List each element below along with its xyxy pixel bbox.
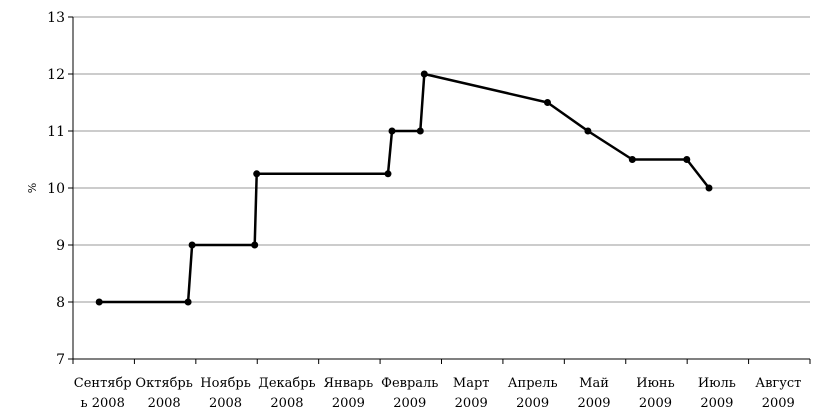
data-point	[420, 70, 428, 78]
x-tick-label: Май 2009	[577, 376, 610, 411]
x-tick-label-month: Февраль	[381, 376, 438, 391]
x-tick-label-year: 2009	[700, 396, 733, 411]
x-tick-label: Март 2009	[453, 376, 490, 411]
x-tick-label: Июнь 2009	[636, 376, 674, 411]
x-tick-label: Ноябрь 2008	[200, 376, 251, 411]
gridlines	[73, 16, 810, 303]
x-tick-label-month: Октябрь	[135, 376, 192, 391]
x-tick-label-year: ь 2008	[81, 396, 125, 411]
data-point	[253, 170, 261, 178]
y-tick-label: 13	[47, 10, 65, 26]
x-tick-label-month: Ноябрь	[200, 376, 251, 391]
y-tick-label: 9	[56, 238, 65, 254]
data-point	[683, 156, 691, 163]
x-tick-label: Август 2009	[755, 376, 801, 411]
x-tick-label-year: 2009	[455, 396, 488, 411]
x-tick-label-year: 2008	[209, 396, 242, 411]
x-tick-label-month: Июль	[698, 376, 736, 391]
x-tick-label-month: Март	[453, 376, 490, 391]
data-point	[544, 99, 551, 106]
data-point	[188, 241, 196, 249]
x-tick-label-month: Август	[755, 376, 801, 391]
series-line	[99, 72, 710, 304]
x-tick-label-year: 2009	[639, 396, 672, 411]
x-tick-label-month: Июнь	[636, 376, 674, 391]
x-tick-label-year: 2009	[393, 396, 426, 411]
y-tick-label: 10	[47, 181, 65, 197]
data-point	[251, 241, 259, 249]
x-tick-label: Январь 2009	[324, 376, 374, 411]
y-tick-label: 11	[47, 124, 65, 140]
data-point	[705, 184, 713, 192]
x-tick-label: Сентябр ь 2008	[74, 376, 132, 411]
data-point	[95, 298, 103, 306]
x-tick-label-month: Январь	[324, 376, 374, 391]
data-point	[628, 156, 636, 163]
x-tick-label-year: 2009	[516, 396, 549, 411]
x-tick-label-month: Апрель	[508, 376, 558, 391]
x-tick-label-year: 2009	[332, 396, 365, 411]
y-tick-label: 12	[47, 67, 65, 83]
y-axis-label: %	[26, 183, 39, 193]
x-tick-label-month: Декабрь	[258, 376, 315, 391]
data-point	[384, 170, 392, 178]
x-tick-label-month: Май	[579, 376, 609, 391]
data-point	[416, 127, 424, 135]
x-tick-label: Апрель 2009	[508, 376, 558, 411]
y-axis-ticks: 7 8 9 10 11 12 13	[47, 10, 73, 368]
x-tick-label-month: Сентябр	[74, 376, 132, 391]
data-point	[184, 298, 192, 306]
x-tick-label-year: 2009	[577, 396, 610, 411]
x-tick-label-year: 2008	[270, 396, 303, 411]
x-tick-label-year: 2008	[148, 396, 181, 411]
x-tick-label: Декабрь 2008	[258, 376, 315, 411]
data-point	[388, 127, 396, 135]
y-tick-label: 7	[56, 352, 65, 368]
x-tick-label: Октябрь 2008	[135, 376, 192, 411]
x-tick-label: Февраль 2009	[381, 376, 438, 411]
series-group	[95, 70, 713, 306]
x-tick-label: Июль 2009	[698, 376, 736, 411]
x-tick-label-year: 2009	[762, 396, 795, 411]
y-tick-label: 8	[56, 295, 65, 311]
data-point	[584, 127, 592, 135]
